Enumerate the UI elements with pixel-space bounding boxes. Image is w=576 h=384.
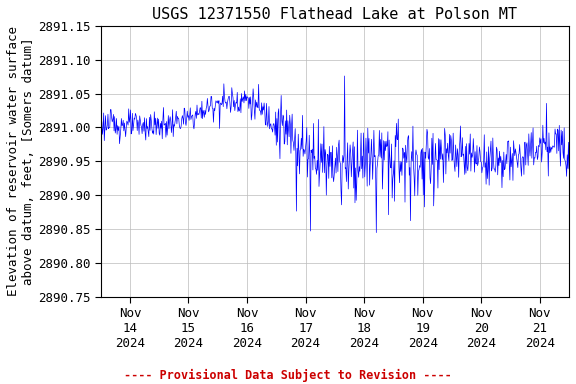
Y-axis label: Elevation of reservoir water surface
above datum, feet, [Somers datum]: Elevation of reservoir water surface abo… — [7, 26, 35, 296]
Text: ---- Provisional Data Subject to Revision ----: ---- Provisional Data Subject to Revisio… — [124, 369, 452, 382]
Title: USGS 12371550 Flathead Lake at Polson MT: USGS 12371550 Flathead Lake at Polson MT — [152, 7, 517, 22]
